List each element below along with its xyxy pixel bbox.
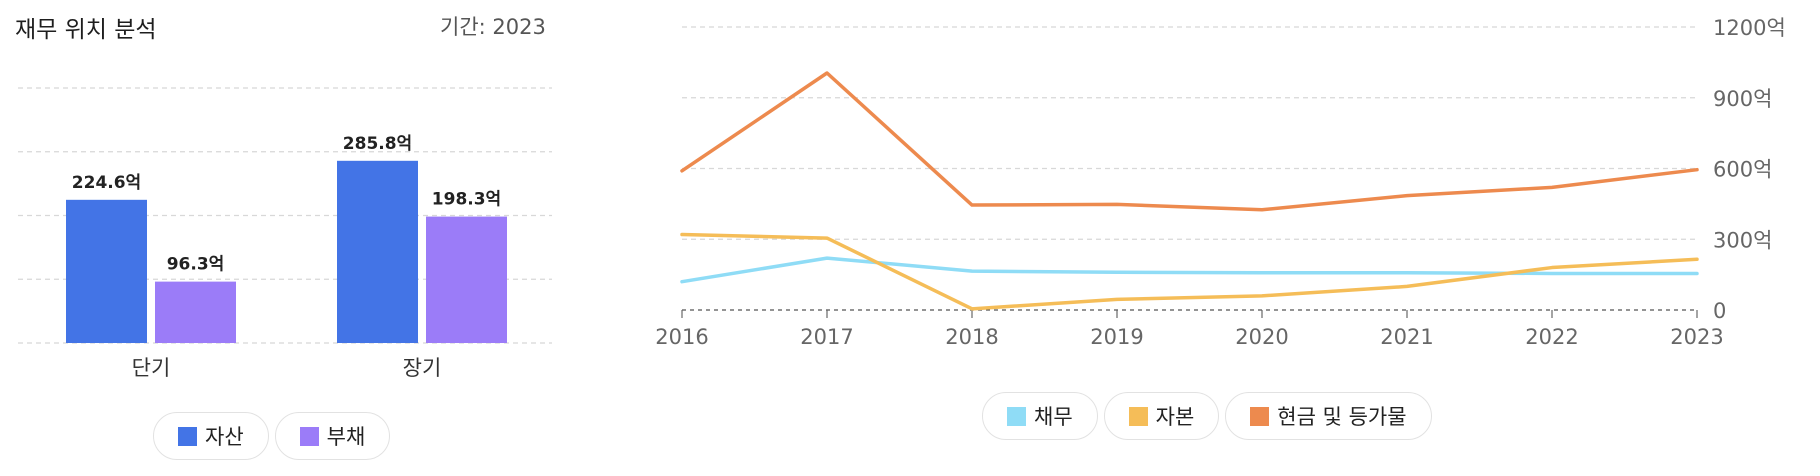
y-tick-label: 0: [1713, 299, 1726, 323]
equity-swatch: [1128, 406, 1148, 426]
bar: [66, 199, 147, 343]
legend-item-assets[interactable]: 자산: [153, 412, 269, 460]
x-tick-label: 2019: [1090, 325, 1143, 349]
cash-swatch: [1250, 406, 1270, 426]
bar-legend: 자산 부채: [153, 412, 391, 460]
series-line: [680, 256, 1699, 284]
legend-item-equity[interactable]: 자본: [1103, 392, 1220, 440]
series-line: [680, 232, 1699, 311]
assets-swatch: [178, 426, 197, 446]
y-tick-label: 900억: [1713, 87, 1772, 111]
x-tick-label: 2021: [1380, 325, 1433, 349]
line-legend: 채무 자본 현금 및 등가물: [982, 392, 1432, 440]
bar: [426, 216, 507, 343]
y-tick-label: 1200억: [1713, 16, 1786, 40]
x-tick-label: 2017: [800, 325, 853, 349]
x-tick-label: 2022: [1525, 325, 1578, 349]
liabilities-swatch: [299, 426, 319, 446]
debt-swatch: [1007, 406, 1026, 426]
x-tick-label: 2020: [1235, 325, 1288, 349]
category-label: 장기: [403, 356, 442, 380]
x-tick-label: 2018: [945, 325, 998, 349]
legend-label: 부채: [326, 425, 366, 449]
bar-value-label: 96.3억: [167, 255, 225, 275]
panel-title: 재무 위치 분석: [15, 17, 157, 43]
bar-value-label: 285.8억: [343, 134, 412, 154]
y-tick-label: 300억: [1713, 228, 1772, 252]
legend-item-liabilities[interactable]: 부채: [274, 412, 391, 460]
bar: [337, 160, 418, 343]
legend-item-debt[interactable]: 채무: [982, 392, 1098, 440]
y-tick-label: 600억: [1713, 158, 1772, 182]
legend-label: 현금 및 등가물: [1277, 405, 1407, 429]
bar-value-label: 224.6억: [72, 173, 141, 193]
x-tick-label: 2023: [1670, 325, 1723, 349]
bar-value-label: 198.3억: [432, 190, 501, 210]
series-line: [680, 71, 1699, 212]
legend-label: 자산: [205, 425, 244, 449]
legend-label: 채무: [1034, 405, 1073, 429]
legend-label: 자본: [1155, 405, 1195, 429]
category-label: 단기: [132, 356, 171, 380]
bar: [155, 281, 236, 343]
period-label: 기간: 2023: [440, 15, 546, 39]
x-tick-label: 2016: [655, 325, 708, 349]
legend-item-cash[interactable]: 현금 및 등가물: [1225, 392, 1432, 440]
